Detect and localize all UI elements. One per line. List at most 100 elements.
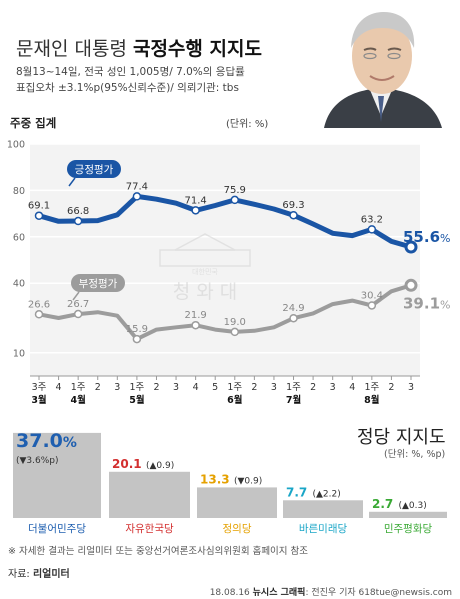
x-tick-label: 3 (271, 382, 277, 393)
data-label: 71.4 (184, 195, 206, 206)
data-point (230, 327, 240, 337)
party-change-label: (▲2.2) (313, 489, 341, 499)
end-point (404, 278, 418, 292)
data-label: 69.3 (282, 200, 304, 211)
plot-area (30, 144, 420, 376)
party-value-label: 2.7 (372, 497, 393, 511)
data-label: 24.9 (282, 303, 304, 314)
party-value-label: 7.7 (286, 485, 307, 499)
source-name: 리얼미터 (32, 569, 70, 580)
party-change-label: (▼0.9) (234, 476, 262, 486)
month-label: 7월 (286, 394, 301, 406)
credit-prefix: 18.08.16 (209, 588, 253, 598)
data-label: 26.6 (28, 299, 50, 310)
final-value-unit: % (440, 232, 450, 245)
data-label: 21.9 (184, 310, 206, 321)
data-label: 26.7 (67, 299, 89, 310)
party-value-label: 37.0% (16, 430, 77, 452)
survey-line-2: 표집오차 ±3.1%p(95%신뢰수준)/ 의뢰기관: tbs (16, 82, 239, 94)
x-tick-label: 2 (310, 382, 316, 393)
watermark-building (159, 249, 251, 267)
unit-label: (단위: %) (226, 119, 269, 130)
data-point (367, 225, 377, 234)
survey-info: 8월13~14일, 전국 성인 1,005명/ 7.0%의 응답률 표집오차 ±… (16, 64, 245, 96)
x-tick-label: 1주 (286, 382, 301, 393)
footnote: ※ 자세한 결과는 리얼미터 또는 중앙선거여론조사심의위원회 홈페이지 참조 (8, 546, 309, 557)
data-point (191, 320, 200, 330)
party-value-label: 13.3 (200, 472, 230, 486)
party-name-label: 자유한국당 (125, 523, 174, 535)
survey-line-1: 8월13~14일, 전국 성인 1,005명/ 7.0%의 응답률 (16, 66, 245, 78)
data-point (289, 313, 298, 323)
x-tick-label: 4 (56, 382, 62, 393)
series-tag-pointer (72, 291, 80, 301)
data-point (230, 195, 240, 205)
y-tick-label: 10 (13, 348, 25, 359)
month-label: 3월 (31, 394, 46, 406)
party-name-label: 민주평화당 (384, 523, 433, 535)
month-label: 6월 (227, 394, 242, 406)
title-plain: 문재인 대통령 (16, 38, 133, 60)
source-prefix: 자료: (8, 569, 33, 580)
data-point (289, 210, 298, 220)
month-label: 5월 (129, 394, 144, 406)
weekly-label: 주중 집계 (10, 116, 57, 130)
watermark-main: 청 와 대 (173, 281, 238, 303)
party-name-label: 정의당 (223, 523, 252, 535)
party-chart-unit: (단위: %, %p) (384, 449, 446, 460)
watermark-sub: 대한민국 (192, 267, 218, 276)
party-bar (369, 511, 447, 518)
series-tag-bg (67, 160, 121, 178)
party-bar (13, 432, 101, 518)
party-bar (109, 471, 190, 518)
month-label: 8월 (364, 394, 379, 406)
data-point (34, 310, 44, 319)
data-label: 77.4 (126, 181, 148, 192)
party-bar (197, 487, 277, 518)
title-strong: 국정수행 지지도 (132, 38, 262, 60)
data-point (73, 216, 83, 226)
data-label: 19.0 (224, 317, 246, 328)
party-bar (283, 500, 363, 518)
party-name-label: 바른미래당 (299, 523, 348, 535)
credit: 18.08.16 뉴시스 그래픽: 전진우 기자 618tue@newsis.c… (210, 585, 452, 598)
y-tick-label: 60 (13, 232, 25, 243)
x-tick-label: 3주 (32, 382, 47, 393)
data-point (367, 301, 377, 310)
x-tick-label: 3 (173, 382, 179, 393)
data-point (34, 211, 44, 220)
end-point (404, 240, 418, 254)
series-tag-pointer (68, 177, 76, 187)
data-label: 66.8 (67, 206, 89, 217)
data-point (132, 192, 142, 201)
x-tick-label: 2 (388, 382, 394, 393)
source: 자료: 리얼미터 (8, 565, 70, 580)
data-label: 15.9 (126, 324, 148, 335)
x-tick-label: 1주 (364, 382, 379, 393)
x-tick-label: 1주 (71, 382, 86, 393)
final-value-label: 55.6% (403, 228, 450, 246)
series-tag-label: 부정평가 (79, 278, 118, 290)
data-point (73, 309, 83, 319)
month-label: 4월 (70, 394, 85, 406)
y-tick-label: 100 (7, 140, 25, 151)
x-tick-label: 2 (95, 382, 101, 393)
y-tick-label: 40 (13, 279, 25, 290)
credit-suffix: : 전진우 기자 618tue@newsis.com (305, 588, 452, 598)
series-line (38, 283, 412, 342)
president-portrait (302, 4, 460, 128)
x-tick-label: 5 (212, 382, 218, 393)
credit-outlet: 뉴시스 그래픽 (252, 588, 306, 598)
party-value-label: 20.1 (112, 457, 142, 471)
party-name-label: 더불어민주당 (28, 523, 86, 535)
x-tick-label: 2 (251, 382, 257, 393)
x-tick-label: 3 (114, 382, 120, 393)
data-label: 63.2 (361, 214, 383, 225)
data-point (132, 334, 142, 344)
series-line (38, 193, 412, 250)
final-value-unit: % (440, 298, 450, 311)
y-tick-label: 80 (13, 186, 25, 197)
data-label: 75.9 (224, 185, 246, 196)
final-value-label: 39.1% (403, 294, 450, 312)
